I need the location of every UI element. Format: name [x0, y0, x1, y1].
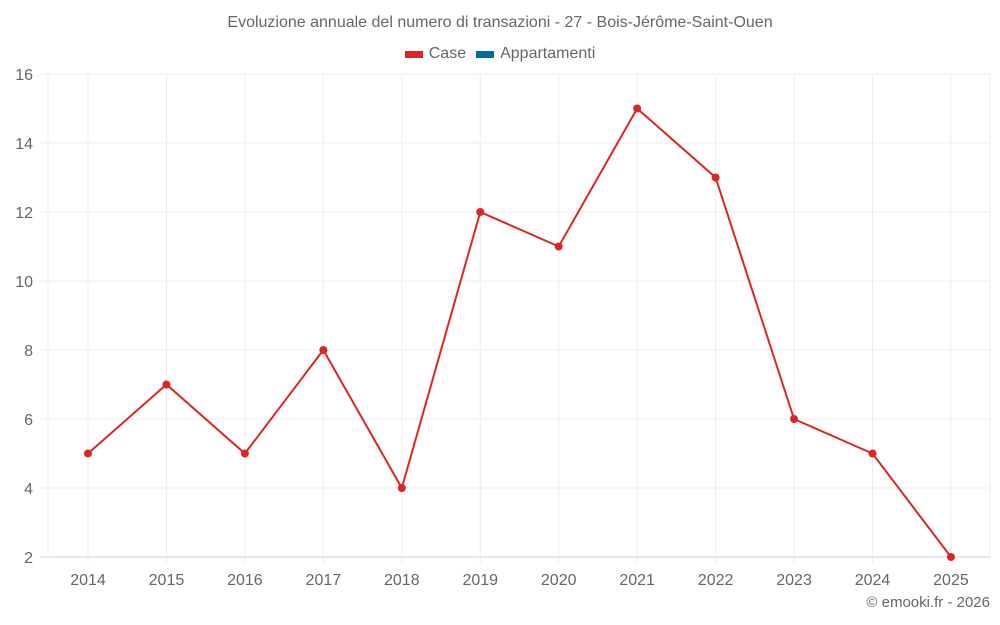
x-tick-label: 2022 [698, 572, 734, 589]
y-tick-label: 12 [15, 205, 33, 222]
series-line-case [87, 106, 952, 558]
data-point[interactable] [397, 484, 406, 492]
x-tick-label: 2024 [855, 572, 891, 589]
credit-text: © emooki.fr - 2026 [866, 594, 990, 611]
legend-swatch-appartamenti [476, 50, 495, 58]
x-tick-label: 2025 [933, 572, 969, 589]
x-tick-label: 2019 [462, 572, 498, 589]
y-tick-label: 8 [24, 343, 33, 360]
x-tick-label: 2023 [776, 572, 812, 589]
legend-swatch-case [404, 50, 423, 58]
y-tick-label: 2 [24, 550, 33, 567]
data-point[interactable] [319, 346, 328, 354]
data-point[interactable] [946, 553, 955, 561]
y-tick-label: 4 [24, 481, 33, 498]
legend: Case Appartamenti [0, 45, 1000, 63]
data-point[interactable] [554, 242, 563, 251]
data-point[interactable] [633, 104, 642, 113]
data-point[interactable] [711, 173, 720, 182]
y-tick-label: 16 [15, 67, 33, 84]
data-point[interactable] [240, 449, 249, 458]
data-point[interactable] [84, 449, 92, 458]
x-tick-label: 2018 [384, 572, 420, 589]
legend-item-appartamenti[interactable]: Appartamenti [476, 45, 595, 63]
x-tick-label: 2020 [541, 572, 577, 589]
y-tick-label: 14 [15, 136, 33, 153]
chart-title: Evoluzione annuale del numero di transaz… [227, 14, 773, 31]
x-tick-label: 2016 [227, 572, 263, 589]
legend-label-appartamenti: Appartamenti [500, 45, 596, 62]
data-point[interactable] [868, 449, 877, 458]
x-tick-label: 2017 [306, 572, 342, 589]
x-tick-label: 2021 [619, 572, 655, 589]
data-point[interactable] [790, 415, 799, 423]
x-tick-label: 2015 [149, 572, 185, 589]
data-point[interactable] [476, 208, 485, 216]
legend-label-case: Case [428, 45, 467, 62]
data-point[interactable] [162, 380, 171, 389]
legend-item-case[interactable]: Case [404, 45, 467, 63]
y-tick-label: 10 [15, 274, 33, 291]
y-tick-label: 6 [24, 412, 33, 429]
x-tick-label: 2014 [70, 572, 106, 589]
